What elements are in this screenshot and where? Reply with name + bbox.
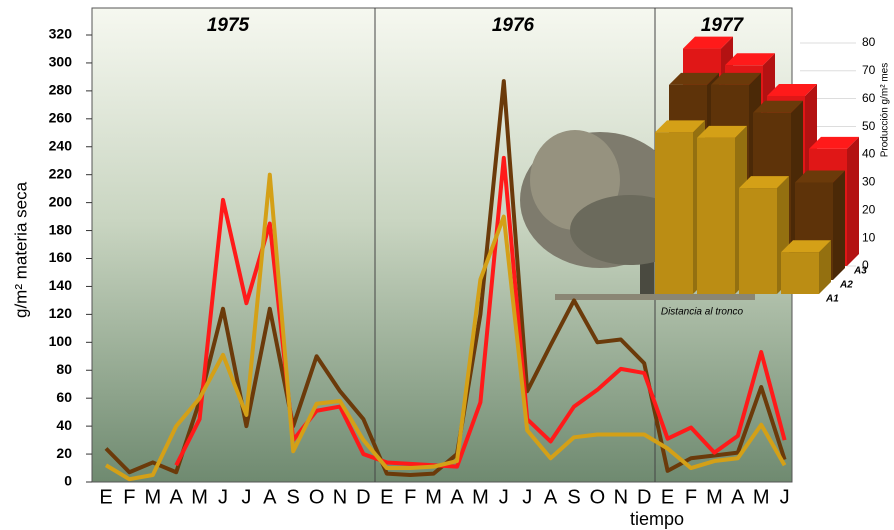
bar-top	[739, 176, 789, 189]
depth-label: A2	[839, 280, 853, 291]
y-tick-label: 200	[49, 193, 73, 209]
inset-y-label: Producción g/m² mes	[880, 63, 891, 157]
bar-top	[781, 240, 831, 253]
x-tick-label: F	[123, 486, 135, 508]
y-tick-label: 240	[49, 137, 73, 153]
y-tick-label: 260	[49, 110, 73, 126]
bar-top	[725, 53, 775, 66]
y-tick-label: 180	[49, 221, 73, 237]
bar-side	[847, 136, 859, 266]
bar-top	[795, 170, 845, 183]
x-tick-label: M	[706, 486, 723, 508]
x-tick-label: A	[731, 486, 745, 508]
x-tick-label: M	[753, 486, 770, 508]
inset-y-tick-label: 80	[862, 35, 876, 49]
year-label: 1975	[207, 15, 250, 36]
y-tick-label: 300	[49, 54, 73, 70]
x-tick-label: J	[218, 486, 228, 508]
bar-top	[711, 72, 761, 85]
inset-y-tick-label: 70	[862, 63, 876, 77]
bar	[655, 132, 693, 294]
x-tick-label: O	[309, 486, 325, 508]
x-tick-label: E	[380, 486, 393, 508]
bar	[697, 137, 735, 294]
x-tick-label: A	[450, 486, 464, 508]
x-tick-label: J	[780, 486, 790, 508]
bar	[781, 252, 819, 294]
bar-top	[655, 120, 705, 133]
x-tick-label: M	[472, 486, 489, 508]
y-tick-label: 20	[56, 445, 72, 461]
x-tick-label: O	[590, 486, 606, 508]
x-axis-label: tiempo	[630, 509, 684, 529]
inset-x-label: Distancia al tronco	[661, 307, 744, 318]
y-tick-label: 280	[49, 82, 73, 98]
y-tick-label: 0	[64, 473, 72, 489]
depth-label: A1	[825, 294, 839, 305]
inset-y-tick-label: 20	[862, 202, 876, 216]
bar-top	[697, 125, 747, 138]
year-label: 1976	[492, 15, 535, 36]
bar-top	[809, 136, 859, 149]
bar-top	[767, 83, 817, 96]
y-tick-label: 220	[49, 165, 73, 181]
y-tick-label: 320	[49, 26, 73, 42]
x-tick-label: D	[637, 486, 651, 508]
y-tick-label: 100	[49, 333, 73, 349]
y-tick-label: 60	[56, 389, 72, 405]
y-axis-label: g/m² materia seca	[11, 181, 30, 318]
x-tick-label: N	[333, 486, 347, 508]
line-series	[174, 155, 787, 469]
x-tick-label: S	[567, 486, 580, 508]
y-tick-label: 140	[49, 277, 73, 293]
x-tick-label: M	[144, 486, 161, 508]
bar-top	[753, 100, 803, 113]
inset-y-tick-label: 50	[862, 119, 876, 133]
year-label: 1977	[701, 15, 745, 36]
inset-y-tick-label: 60	[862, 91, 876, 105]
bar	[739, 188, 777, 294]
x-tick-label: M	[425, 486, 442, 508]
x-tick-label: F	[685, 486, 697, 508]
x-tick-label: A	[170, 486, 184, 508]
inset-y-tick-label: 0	[862, 258, 869, 272]
y-tick-label: 120	[49, 305, 73, 321]
x-tick-label: E	[661, 486, 674, 508]
x-tick-label: M	[191, 486, 208, 508]
inset-y-tick-label: 30	[862, 175, 876, 189]
x-tick-label: N	[614, 486, 628, 508]
inset-y-tick-label: 40	[862, 147, 876, 161]
x-tick-label: F	[404, 486, 416, 508]
bar-side	[833, 170, 845, 280]
x-tick-label: A	[544, 486, 558, 508]
bar-top	[669, 72, 719, 85]
bar-top	[683, 36, 733, 49]
y-tick-label: 40	[56, 417, 72, 433]
x-tick-label: S	[287, 486, 300, 508]
x-tick-label: J	[499, 486, 509, 508]
x-tick-label: E	[99, 486, 112, 508]
x-tick-label: D	[356, 486, 370, 508]
bar-side	[819, 240, 831, 294]
x-tick-label: A	[263, 486, 277, 508]
x-tick-label: J	[522, 486, 532, 508]
line-series	[104, 172, 787, 482]
y-tick-label: 160	[49, 249, 73, 265]
x-tick-label: J	[241, 486, 251, 508]
inset-y-tick-label: 10	[862, 230, 876, 244]
y-tick-label: 80	[56, 361, 72, 377]
depth-label: A3	[853, 266, 867, 277]
